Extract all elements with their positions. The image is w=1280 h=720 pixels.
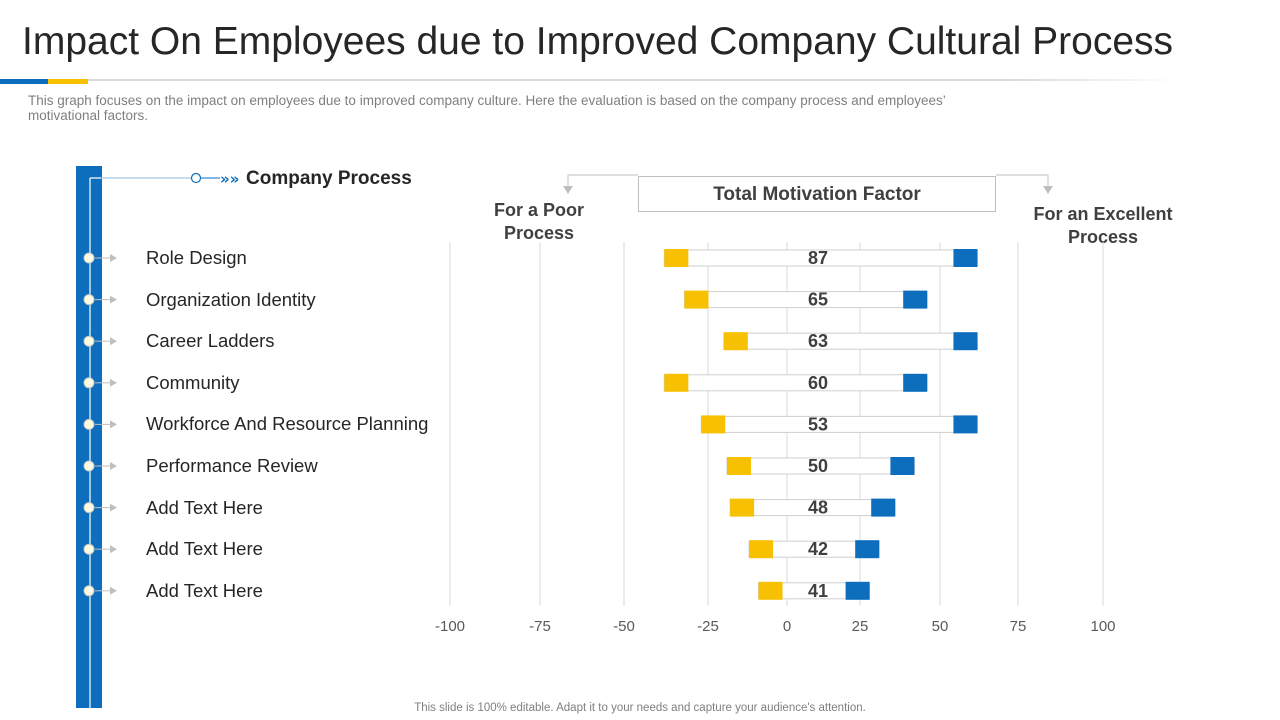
row-arrow-icon xyxy=(110,586,117,595)
total-motivation-factor-header: Total Motivation Factor xyxy=(638,176,996,212)
range-bar xyxy=(723,332,978,350)
title-divider xyxy=(0,79,1180,81)
excellent-process-marker xyxy=(855,540,880,559)
excellent-process-marker xyxy=(953,332,978,351)
category-label: Add Text Here xyxy=(146,496,263,518)
connector-left xyxy=(567,174,638,189)
x-tick-label: -100 xyxy=(435,618,465,635)
category-label: Add Text Here xyxy=(146,579,263,601)
category-label: Performance Review xyxy=(146,455,318,476)
category-label: Community xyxy=(146,371,240,393)
page-title: Impact On Employees due to Improved Comp… xyxy=(22,20,1174,63)
poor-process-marker xyxy=(684,290,709,309)
x-tick-label: -75 xyxy=(529,618,551,635)
poor-process-marker xyxy=(664,373,689,392)
timeline-dot-icon xyxy=(83,252,95,264)
total-motivation-value: 63 xyxy=(808,331,828,351)
connector-left-arrow-icon xyxy=(563,186,573,194)
excellent-process-marker xyxy=(890,457,915,475)
row-arrow-icon xyxy=(110,545,117,554)
total-motivation-value: 50 xyxy=(808,456,828,476)
timeline-dot-icon xyxy=(83,460,95,472)
double-chevron-right-icon: »» xyxy=(220,170,239,188)
category-label: Role Design xyxy=(146,247,247,268)
timeline-dot-icon xyxy=(83,335,95,347)
range-bar xyxy=(663,374,928,392)
poor-process-marker xyxy=(758,581,783,600)
category-label: Workforce And Resource Planning xyxy=(146,413,429,435)
excellent-process-marker xyxy=(953,249,978,267)
x-tick-label: 75 xyxy=(1010,618,1027,635)
timeline-dot-icon xyxy=(83,585,95,597)
process-node-icon xyxy=(190,172,202,184)
poor-process-header: For a Poor Process xyxy=(493,200,584,243)
x-tick-label: 100 xyxy=(1090,618,1115,635)
total-motivation-value: 60 xyxy=(808,373,828,393)
excellent-process-marker xyxy=(903,373,928,392)
poor-process-marker xyxy=(664,249,689,267)
row-arrow-icon xyxy=(110,254,117,262)
poor-process-marker xyxy=(730,498,755,517)
timeline-dot-icon xyxy=(83,294,95,306)
total-motivation-value: 87 xyxy=(808,248,828,268)
row-arrow-icon xyxy=(110,503,117,512)
timeline-dot-icon xyxy=(83,543,95,555)
range-bar xyxy=(700,415,978,433)
excellent-process-marker xyxy=(845,581,870,600)
excellent-process-marker xyxy=(953,415,978,434)
total-motivation-value: 53 xyxy=(808,414,828,434)
connector-right-arrow-icon xyxy=(1043,186,1053,194)
row-arrow-icon xyxy=(110,337,117,346)
category-label: Add Text Here xyxy=(146,538,263,560)
excellent-process-header: For an Excellent Process xyxy=(1033,204,1173,247)
company-process-label: Company Process xyxy=(246,168,412,189)
title-accent-blue xyxy=(0,79,48,84)
range-bar xyxy=(683,291,928,309)
excellent-process-marker xyxy=(871,498,896,517)
row-arrow-icon xyxy=(110,462,117,470)
x-tick-label: 50 xyxy=(932,618,949,635)
timeline-dot-icon xyxy=(83,418,95,430)
poor-process-marker xyxy=(749,540,774,559)
x-tick-label: -50 xyxy=(613,618,635,635)
page-subtitle: This graph focuses on the impact on empl… xyxy=(28,93,946,123)
title-accent-yellow xyxy=(48,79,88,84)
row-arrow-icon xyxy=(110,378,117,387)
category-label: Career Ladders xyxy=(146,330,275,352)
connector-right xyxy=(996,174,1049,189)
total-motivation-value: 65 xyxy=(808,290,828,310)
total-motivation-value: 42 xyxy=(808,539,828,559)
poor-process-marker xyxy=(726,457,751,475)
x-tick-label: 25 xyxy=(852,618,869,635)
excellent-process-marker xyxy=(903,290,928,309)
total-motivation-value: 41 xyxy=(808,581,828,601)
total-motivation-value: 48 xyxy=(808,498,828,518)
timeline-dot-icon xyxy=(83,502,95,514)
poor-process-marker xyxy=(723,332,748,351)
row-arrow-icon xyxy=(110,420,117,429)
footer-note: This slide is 100% editable. Adapt it to… xyxy=(414,702,866,714)
x-tick-label: -25 xyxy=(697,618,719,635)
poor-process-marker xyxy=(701,415,726,434)
x-tick-label: 0 xyxy=(783,618,791,635)
category-label: Organization Identity xyxy=(146,288,316,310)
row-arrow-icon xyxy=(110,295,117,304)
timeline-dot-icon xyxy=(83,377,95,389)
